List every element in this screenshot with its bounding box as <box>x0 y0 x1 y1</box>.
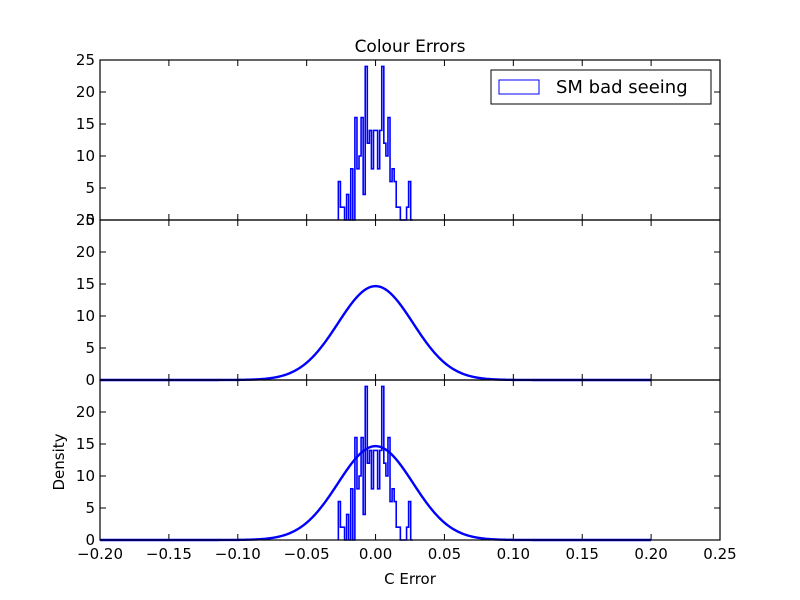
panel-combined: −0.20 −0.15 −0.10 −0.05 0.00 0.05 0.10 0.15 0.20… <box>76 379 737 563</box>
y-tick-label: 15 <box>76 115 95 133</box>
x-tick-label: 0.00 <box>359 545 392 563</box>
y-tick-label: 5 <box>85 499 95 517</box>
plot-frame <box>99 379 721 541</box>
x-tick-label: −0.10 <box>215 545 261 563</box>
x-tick-label: 0.10 <box>497 545 530 563</box>
legend: SM bad seeing <box>490 69 712 105</box>
y-tick-label: 20 <box>76 83 95 101</box>
y-tick-label: 20 <box>76 403 95 421</box>
y-tick-label: 25 <box>76 211 95 229</box>
y-tick-label: 5 <box>85 179 95 197</box>
y-axis-label: Density <box>50 433 68 490</box>
x-tick-label: −0.05 <box>284 545 330 563</box>
y-tick-label: 10 <box>76 307 95 325</box>
density-curve <box>100 284 652 382</box>
legend-frame <box>490 69 712 105</box>
x-tick-label: 0.05 <box>428 545 461 563</box>
x-tick-label: 0.25 <box>703 545 736 563</box>
plot-frame <box>99 219 721 381</box>
legend-swatch <box>498 79 540 95</box>
y-tick-label: 0 <box>85 371 95 389</box>
histogram-outline <box>337 65 413 221</box>
y-tick-label: 15 <box>76 275 95 293</box>
y-tick-label: 10 <box>76 467 95 485</box>
density-curve <box>100 444 652 542</box>
y-tick-label: 25 <box>76 51 95 69</box>
x-tick-label: 0.20 <box>634 545 667 563</box>
y-tick-label: 0 <box>85 211 95 229</box>
x-tick-label: −0.15 <box>146 545 192 563</box>
y-tick-label: 10 <box>76 147 95 165</box>
y-tick-label: 5 <box>85 339 95 357</box>
chart-title: Colour Errors <box>355 37 466 57</box>
y-tick-label: 0 <box>85 531 95 549</box>
histogram-outline <box>337 385 413 541</box>
y-tick-label: 20 <box>76 243 95 261</box>
x-tick-label: −0.20 <box>77 545 123 563</box>
x-axis-label: C Error <box>384 570 437 588</box>
panel-density: 0 5 10 15 20 25 <box>76 211 721 389</box>
x-tick-label: 0.15 <box>566 545 599 563</box>
y-tick-label: 15 <box>76 435 95 453</box>
legend-label: SM bad seeing <box>556 77 688 98</box>
